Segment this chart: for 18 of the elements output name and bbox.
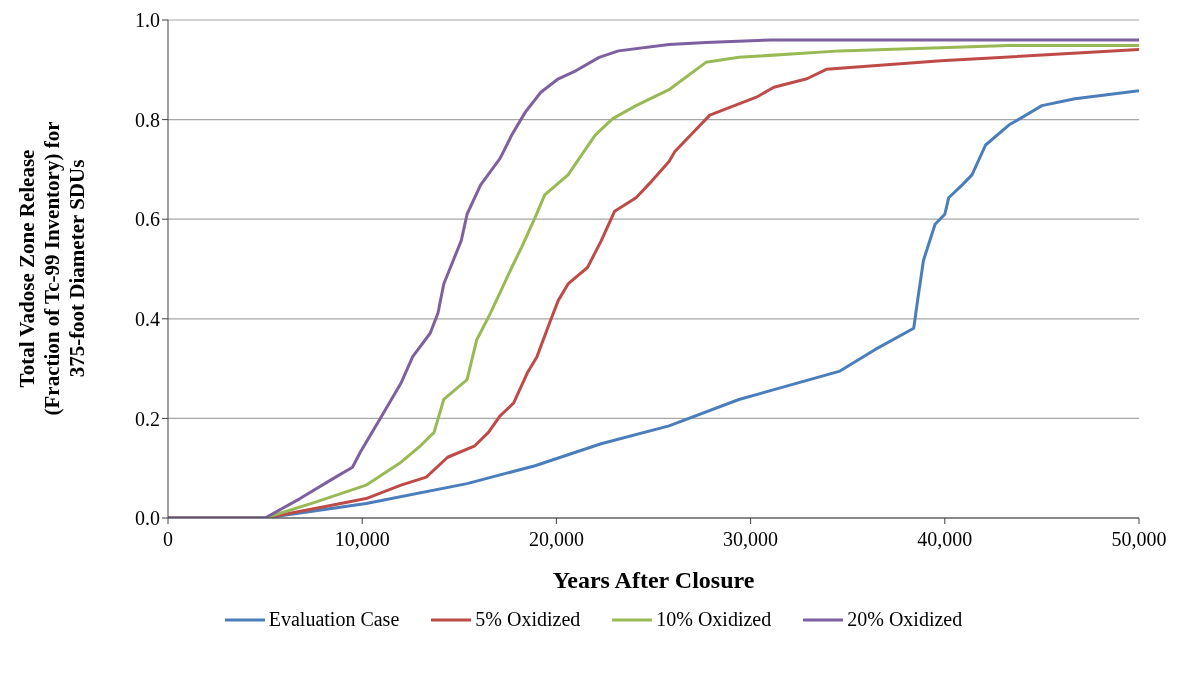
y-tick-label: 0.6 [135,208,160,231]
x-tick-label: 30,000 [723,528,779,551]
x-tick-label: 0 [163,528,173,551]
y-axis-title: Total Vadose Zone Release (Fraction of Tc-99 Inventory) for 375-foot Diameter SDUs [15,121,91,415]
x-tick-label: 10,000 [334,528,390,551]
x-tick-label: 20,000 [528,528,584,551]
legend-label: 5% Oxidized [475,608,581,631]
legend-label: Evaluation Case [268,608,400,631]
y-tick-label: 0.2 [135,407,160,430]
x-tick-label: 50,000 [1111,528,1167,551]
y-tick-label: 0.4 [135,307,160,330]
y-tick-label: 1.0 [135,9,160,32]
y-tick-label: 0.8 [135,108,160,131]
x-tick-label: 40,000 [917,528,973,551]
y-tick-label: 0.0 [135,507,160,530]
legend-label: 20% Oxidized [847,608,963,631]
legend-label: 10% Oxidized [656,608,772,631]
x-axis-title: Years After Closure [552,567,755,593]
